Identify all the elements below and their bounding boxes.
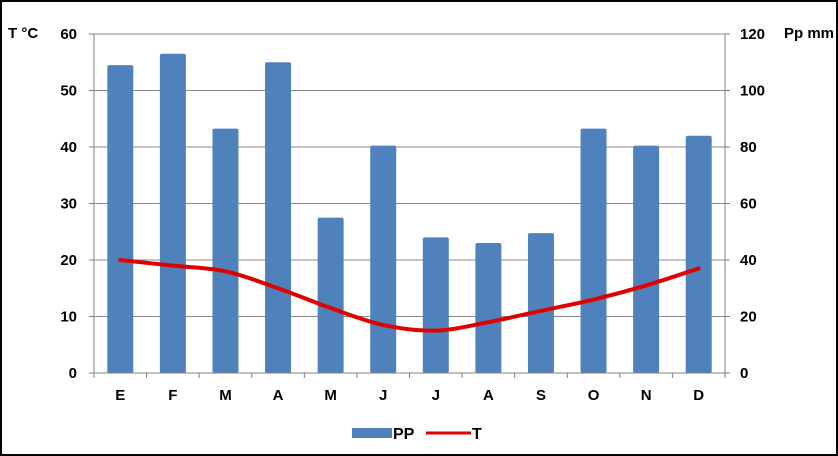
right-tick-label: 0 xyxy=(740,365,748,382)
pp-bar xyxy=(422,237,449,373)
legend: PP T xyxy=(352,426,482,443)
x-tick-label: N xyxy=(641,387,652,404)
right-tick-label: 120 xyxy=(740,26,765,43)
pp-bar xyxy=(633,145,660,373)
x-tick-label: E xyxy=(115,387,125,404)
axes xyxy=(89,33,730,378)
pp-bar xyxy=(159,53,186,374)
left-tick-label: 0 xyxy=(69,365,77,382)
pp-bar xyxy=(212,128,239,373)
x-tick-label: S xyxy=(536,387,546,404)
x-tick-label: M xyxy=(324,387,337,404)
right-tick-label: 60 xyxy=(740,196,757,213)
pp-bar xyxy=(370,145,397,373)
legend-swatch-pp xyxy=(352,428,392,438)
x-tick-label: J xyxy=(432,387,440,404)
right-tick-label: 40 xyxy=(740,252,757,269)
pp-bar xyxy=(580,128,607,373)
left-tick-label: 50 xyxy=(60,83,77,100)
x-tick-label: A xyxy=(483,387,494,404)
pp-bar xyxy=(265,62,292,373)
left-tick-label: 30 xyxy=(60,196,77,213)
temperature-line xyxy=(118,258,701,333)
legend-label-pp: PP xyxy=(393,426,415,443)
pp-bars xyxy=(107,53,712,374)
x-tick-label: A xyxy=(273,387,284,404)
legend-label-t: T xyxy=(472,426,482,443)
x-tick-label: J xyxy=(379,387,387,404)
right-tick-label: 100 xyxy=(740,83,765,100)
x-tick-label: M xyxy=(219,387,232,404)
pp-bar xyxy=(685,135,712,373)
x-tick-label: D xyxy=(693,387,704,404)
left-tick-label: 40 xyxy=(60,139,77,156)
pp-bar xyxy=(317,217,344,373)
left-tick-label: 20 xyxy=(60,252,77,269)
pp-bar xyxy=(107,65,134,373)
gridlines xyxy=(94,33,725,317)
left-tick-label: 60 xyxy=(60,26,77,43)
temperature-line-path xyxy=(118,258,701,333)
right-tick-label: 80 xyxy=(740,139,757,156)
right-tick-label: 20 xyxy=(740,309,757,326)
pp-bar xyxy=(527,233,554,373)
left-tick-label: 10 xyxy=(60,309,77,326)
left-axis-label: T °C xyxy=(8,25,38,42)
x-tick-label: O xyxy=(588,387,600,404)
x-tick-label: F xyxy=(168,387,177,404)
pp-bar xyxy=(475,243,502,373)
tick-labels: 0 0 10 20 20 40 30 60 40 80 50 100 60 120 E F M A M J J A S O N D xyxy=(60,26,765,404)
right-axis-label: Pp mm xyxy=(784,25,834,42)
